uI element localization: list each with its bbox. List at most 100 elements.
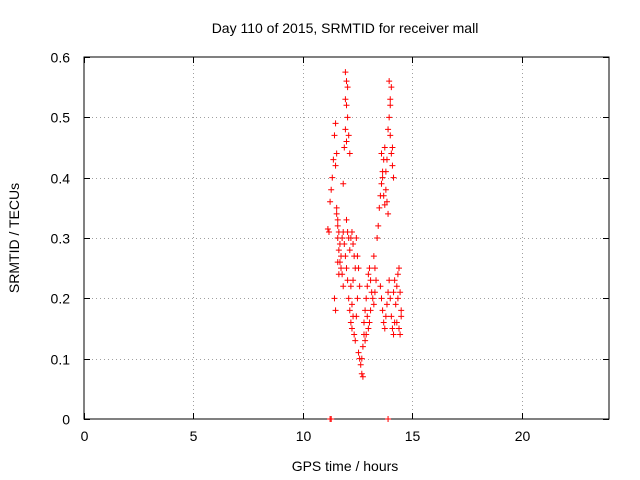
data-point [353,235,360,241]
data-point [370,253,377,260]
data-point [394,295,401,302]
data-point [382,168,389,175]
data-point [332,307,339,314]
data-point [340,180,347,187]
data-point [333,210,340,217]
data-points [324,69,405,422]
data-point [362,337,369,344]
data-point [382,186,389,193]
data-point [332,162,339,169]
data-point [393,283,400,290]
data-point [390,174,397,181]
data-point [379,174,386,181]
data-point [381,325,388,332]
data-point [344,114,351,121]
data-point [363,295,370,302]
data-point [347,283,354,290]
data-point [342,126,349,133]
data-point [391,277,398,284]
data-point [371,265,378,272]
data-point [385,126,392,133]
data-point [386,277,393,284]
data-point [396,325,402,332]
data-point [387,96,394,103]
data-point [378,180,385,187]
data-point [342,96,349,103]
data-point [346,307,353,314]
data-point [381,201,388,208]
y-tick-label: 0.1 [51,352,71,368]
data-point [347,319,354,326]
data-point [339,235,346,241]
data-point [361,319,367,326]
data-point [367,307,374,314]
data-point [333,150,340,157]
data-point [394,271,401,278]
data-point [397,331,404,338]
data-point [355,349,362,356]
data-point [371,289,378,296]
data-point [378,295,385,302]
x-axis-label: GPS time / hours [292,458,399,474]
data-point [376,204,383,211]
data-point [338,265,345,272]
x-tick-label: 10 [296,428,312,444]
data-point [342,253,349,260]
data-point [354,253,361,260]
data-point [373,277,380,284]
data-point [387,102,394,109]
data-point [356,283,363,290]
data-point [367,277,374,284]
data-point [359,343,366,350]
data-point [335,247,342,254]
data-point [327,198,334,205]
data-point [389,325,396,332]
data-point [334,259,341,266]
y-axis-label: SRMTID / TECUs [6,183,22,293]
y-tick-label: 0.2 [51,291,71,307]
data-point [350,241,357,248]
data-point [386,114,393,121]
data-point [344,84,351,91]
data-point [346,247,353,254]
data-point [333,204,340,211]
data-point [396,265,402,272]
data-point [342,69,349,76]
data-point [388,150,395,157]
x-tick-label: 5 [190,428,198,444]
data-point [341,241,348,248]
data-point [397,289,404,296]
data-point [377,283,384,290]
data-point [328,186,335,193]
data-point [392,301,399,308]
data-point [386,78,393,85]
data-point [390,331,397,338]
data-point [343,138,350,145]
y-tick-label: 0.5 [51,110,71,126]
data-point [330,156,337,163]
data-point [366,265,373,272]
data-point [343,78,350,85]
grid-lines [84,57,609,419]
data-point [345,295,352,302]
data-point [359,373,366,380]
data-point [389,162,396,169]
data-point [388,84,395,91]
data-point [347,235,354,241]
data-point [387,295,394,302]
axis-ticks: 0 0.1 0.2 0.3 0.4 0.5 0.6 0 5 10 15 20 [51,50,609,444]
data-point [352,337,359,344]
data-point [365,325,372,332]
data-point [385,289,392,296]
data-point [353,313,360,320]
x-tick-label: 15 [405,428,421,444]
data-point [389,144,396,151]
data-point [379,307,386,314]
data-point [351,331,358,338]
data-point [363,331,370,338]
data-point [334,222,341,229]
data-point [341,144,348,151]
data-point [332,120,339,127]
data-point [383,198,390,205]
